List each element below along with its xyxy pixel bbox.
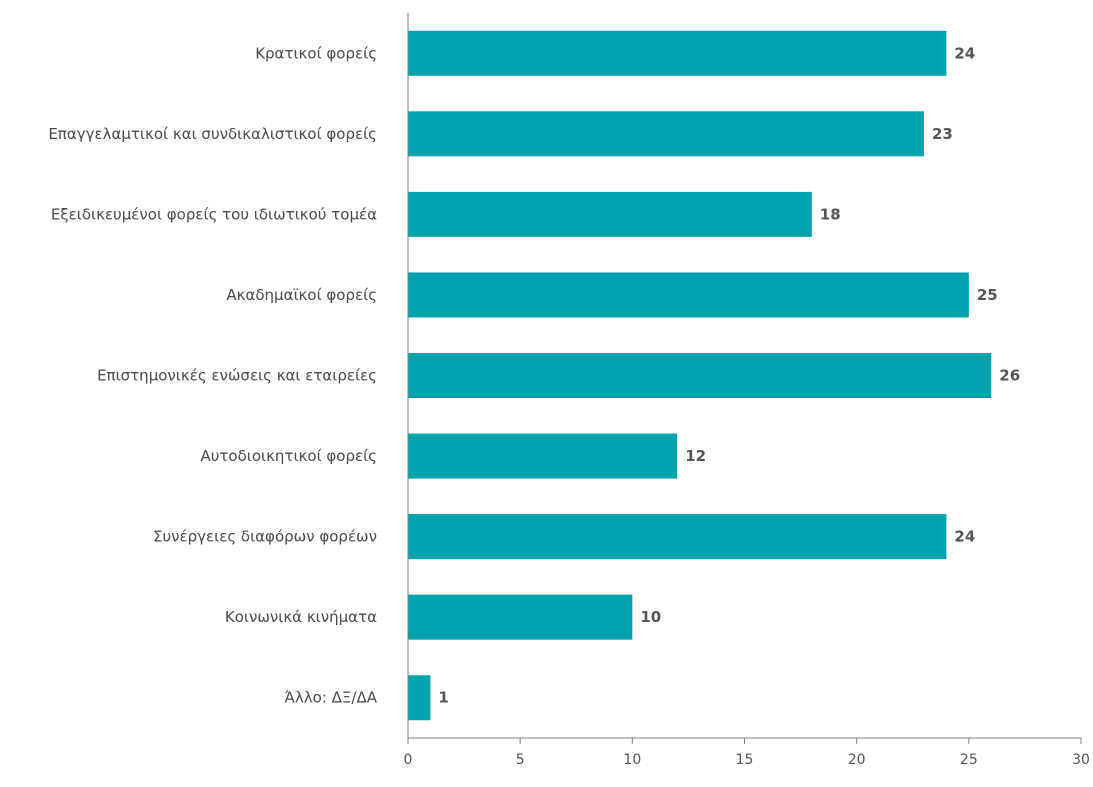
- category-label-2: Επαγγελαμτικοί και συνδικαλιστικοί φορεί…: [48, 125, 377, 143]
- bar-9: [408, 675, 431, 721]
- category-label-1: Κρατικοί φορείς: [255, 44, 377, 62]
- x-tick-label-10: 10: [623, 752, 641, 768]
- x-tick-label-25: 25: [960, 752, 978, 768]
- bar-5: [408, 353, 992, 398]
- category-label-8: Κοινωνικά κινήματα: [225, 608, 377, 626]
- x-tick-label-15: 15: [736, 752, 754, 768]
- value-label-6: 12: [685, 447, 706, 465]
- category-label-4: Ακαδημαϊκοί φορείς: [226, 286, 377, 304]
- category-label-3: Εξειδικευμένοι φορείς του ιδιωτικού τομέ…: [51, 205, 377, 223]
- x-tick-label-0: 0: [404, 752, 413, 768]
- value-label-3: 18: [820, 205, 841, 223]
- category-label-9: Άλλο: ΔΞ/ΔΑ: [285, 689, 378, 707]
- value-label-7: 24: [954, 528, 975, 546]
- category-label-5: Επιστημονικές ενώσεις και εταιρείες: [97, 367, 377, 385]
- bars-group: [408, 30, 992, 721]
- category-label-7: Συνέργειες διαφόρων φορέων: [153, 528, 377, 546]
- bar-8: [408, 594, 633, 640]
- value-label-4: 25: [977, 286, 998, 304]
- bar-3: [408, 191, 812, 237]
- x-ticks-group: 0 5 10 15 20 25 30: [404, 738, 1090, 768]
- value-labels-group: 24 23 18 25 26 12 24 10 1: [438, 44, 1020, 706]
- bar-7: [408, 514, 947, 560]
- bar-1: [408, 30, 947, 76]
- x-tick-label-20: 20: [848, 752, 866, 768]
- category-label-6: Αυτοδιοικητικοί φορείς: [200, 447, 377, 465]
- bar-6: [408, 433, 678, 479]
- category-labels-group: Κρατικοί φορείς Επαγγελαμτικοί και συνδικ…: [48, 44, 377, 706]
- value-label-5: 26: [999, 367, 1020, 385]
- value-label-1: 24: [954, 44, 975, 62]
- value-label-8: 10: [640, 608, 661, 626]
- x-tick-label-30: 30: [1072, 752, 1090, 768]
- bar-4: [408, 272, 969, 318]
- x-tick-label-5: 5: [516, 752, 525, 768]
- value-label-9: 1: [438, 689, 448, 707]
- bar-2: [408, 111, 924, 157]
- value-label-2: 23: [932, 125, 953, 143]
